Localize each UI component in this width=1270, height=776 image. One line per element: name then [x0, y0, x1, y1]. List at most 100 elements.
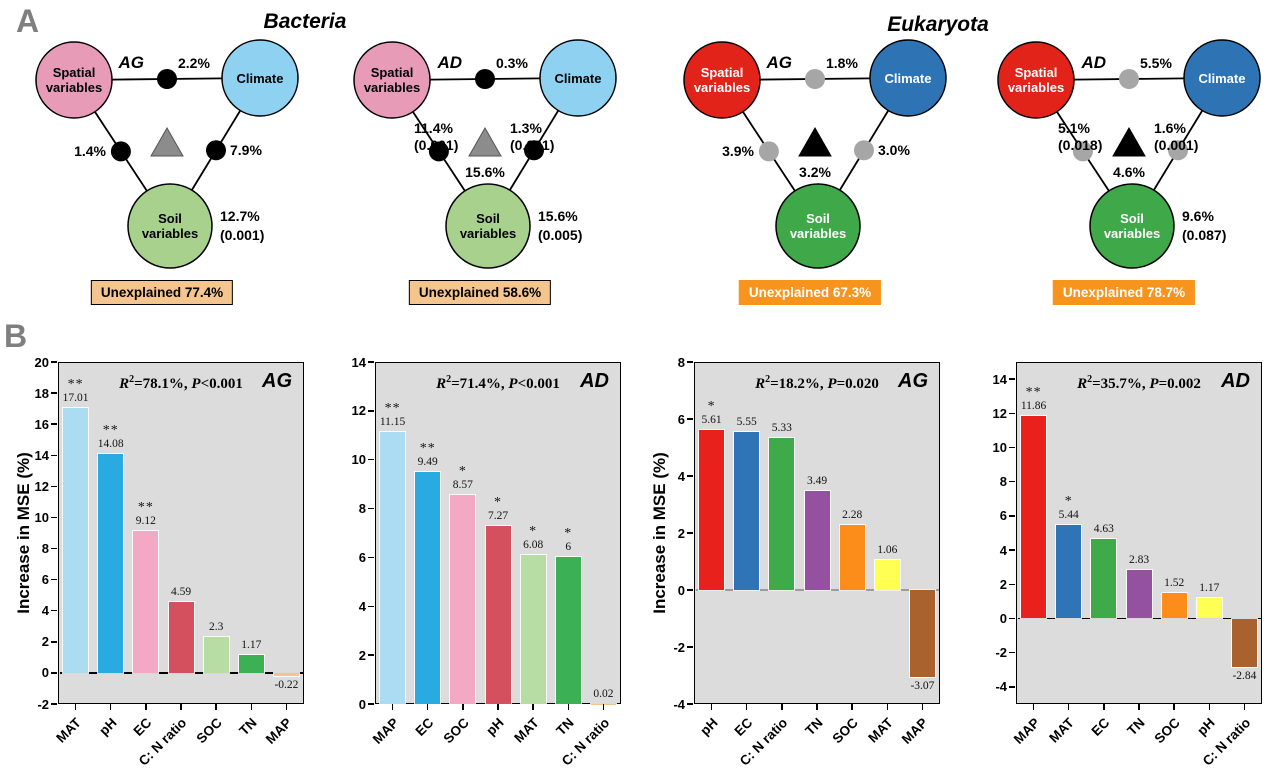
bar-ec — [133, 531, 159, 673]
x-axis-tick — [567, 704, 570, 710]
soil-pure-pct: 15.6% (0.005) — [538, 208, 582, 243]
spatial-variables-circle — [683, 41, 761, 119]
climate-circle — [221, 39, 299, 117]
bar-value-label: 5.55 — [736, 415, 757, 428]
bar-map — [273, 672, 299, 677]
right-shared-pct: 7.9% — [230, 142, 262, 158]
y-axis-tick — [687, 532, 693, 534]
venn-diagram-eukaryota-ad: Spatial variables Climate Soil variables AD 5.… — [974, 30, 1270, 322]
x-category-label: EC — [731, 715, 756, 739]
y-axis-tick — [687, 589, 693, 591]
y-axis-tick — [1009, 651, 1015, 654]
climate-circle — [1183, 39, 1261, 117]
soil-circle-label: Soil variables — [460, 211, 516, 241]
y-axis-tick — [368, 556, 374, 559]
x-category-label: MAT — [865, 715, 896, 746]
x-axis-tick — [1138, 704, 1140, 710]
spatial-pure-pct: 11.4% (0.001) — [414, 120, 458, 153]
y-axis-tick — [1009, 412, 1015, 415]
zero-line — [695, 589, 939, 591]
significance-stars: ** — [384, 400, 401, 416]
x-category-label: TN — [236, 715, 260, 739]
bar-mat — [520, 555, 546, 704]
site-label: AG — [766, 53, 793, 72]
x-axis-tick — [145, 704, 147, 710]
bar-value-label: 6.08 — [523, 539, 544, 552]
x-axis-tick — [1032, 704, 1035, 710]
climate-pure-pct: 1.6% (0.001) — [1154, 120, 1198, 153]
x-axis-tick — [180, 704, 182, 710]
x-axis-tick — [710, 704, 713, 710]
bar-value-label: 5.44 — [1058, 509, 1079, 522]
bar-value-label: 8.57 — [452, 478, 473, 491]
top-shared-dot — [157, 69, 177, 89]
significance-stars: ** — [1025, 384, 1042, 400]
spatial-circle-label: Spatial variables — [46, 65, 102, 95]
unexplained-box-eukaryota-ad: Unexplained 78.7% — [1052, 280, 1196, 305]
top-shared-pct: 5.5% — [1140, 55, 1172, 71]
x-axis-tick — [1243, 704, 1246, 710]
y-tick-label: 8 — [358, 501, 366, 517]
soil-circle-label: Soil variables — [142, 211, 198, 241]
r-squared-annotation: R2=78.1%, P<0.001 — [119, 374, 243, 392]
x-axis-tick — [74, 704, 77, 710]
bar-soc — [839, 525, 865, 590]
bar-soc — [450, 494, 476, 704]
bar-ph — [699, 430, 725, 590]
y-axis-tick — [51, 485, 57, 488]
significance-stars: * — [564, 526, 573, 542]
y-tick-label: 2 — [999, 576, 1007, 592]
unexplained-box-eukaryota-ag: Unexplained 67.3% — [738, 280, 882, 305]
y-tick-label: 14 — [351, 354, 366, 370]
x-category-label: MAT — [53, 715, 85, 746]
y-tick-label: 0 — [41, 665, 49, 681]
y-tick-label: -2 — [37, 696, 49, 712]
soil-circle-label: Soil variables — [790, 211, 846, 241]
soil-pure-pct: 9.6% (0.087) — [1182, 208, 1226, 243]
y-axis-tick — [687, 475, 693, 477]
y-tick-label: 0 — [358, 696, 366, 712]
spatial-pure-pct: 5.1% (0.018) — [1058, 120, 1102, 153]
three-way-shared-triangle — [798, 126, 832, 157]
venn-diagram-eukaryota-ag: Spatial variables Climate Soil variables AG 1.… — [660, 30, 960, 322]
x-axis-tick — [1067, 704, 1070, 710]
y-tick-label: 8 — [41, 541, 49, 557]
venn-diagram-bacteria-ad: Spatial variables Climate Soil variables AD 0.… — [330, 30, 630, 322]
y-tick-label: 14 — [992, 371, 1007, 387]
climate-circle-label: Climate — [237, 71, 284, 86]
y-axis-title: Increase in MSE (%) — [14, 452, 33, 614]
bar-value-label: 2.3 — [208, 621, 224, 634]
three-way-shared-triangle — [1112, 126, 1146, 157]
bar-ec — [1091, 539, 1117, 619]
plot-area — [1016, 362, 1262, 704]
soil-circle-label: Soil variables — [1104, 211, 1160, 241]
climate-pure-pct: 1.3% (0.001) — [510, 120, 554, 153]
x-axis-tick — [532, 704, 534, 710]
diagram-canvas: Spatial variables Climate Soil variables AG 2.… — [35, 39, 299, 269]
right-shared-dot — [206, 140, 226, 161]
bar-tn — [1126, 570, 1152, 619]
y-tick-label: -2 — [673, 639, 685, 655]
y-tick-label: 8 — [999, 474, 1007, 490]
bar-c-n-ratio — [769, 438, 795, 590]
x-category-label: SOC — [1151, 715, 1183, 747]
bar-mat — [874, 559, 900, 590]
bar-value-label: -2.84 — [1232, 670, 1257, 683]
significance-stars: ** — [137, 500, 154, 516]
y-axis-tick — [368, 605, 374, 608]
y-tick-label: 6 — [677, 411, 685, 427]
y-axis-tick — [368, 703, 374, 705]
r-squared-annotation: R2=71.4%, P<0.001 — [436, 374, 560, 392]
bar-mat — [1056, 525, 1082, 619]
x-axis-tick — [285, 704, 288, 710]
x-category-label: pH — [483, 715, 507, 739]
diagram-canvas: Spatial variables Climate Soil variables AG 1.… — [683, 39, 947, 269]
x-axis-tick — [391, 704, 394, 710]
bar-value-label: 4.63 — [1093, 523, 1114, 536]
bar-ec — [734, 431, 760, 590]
x-axis-tick — [1208, 704, 1211, 710]
y-axis-tick — [687, 361, 693, 363]
y-axis-tick — [687, 646, 693, 648]
soil-pure-pct: 12.7% (0.001) — [220, 208, 264, 243]
